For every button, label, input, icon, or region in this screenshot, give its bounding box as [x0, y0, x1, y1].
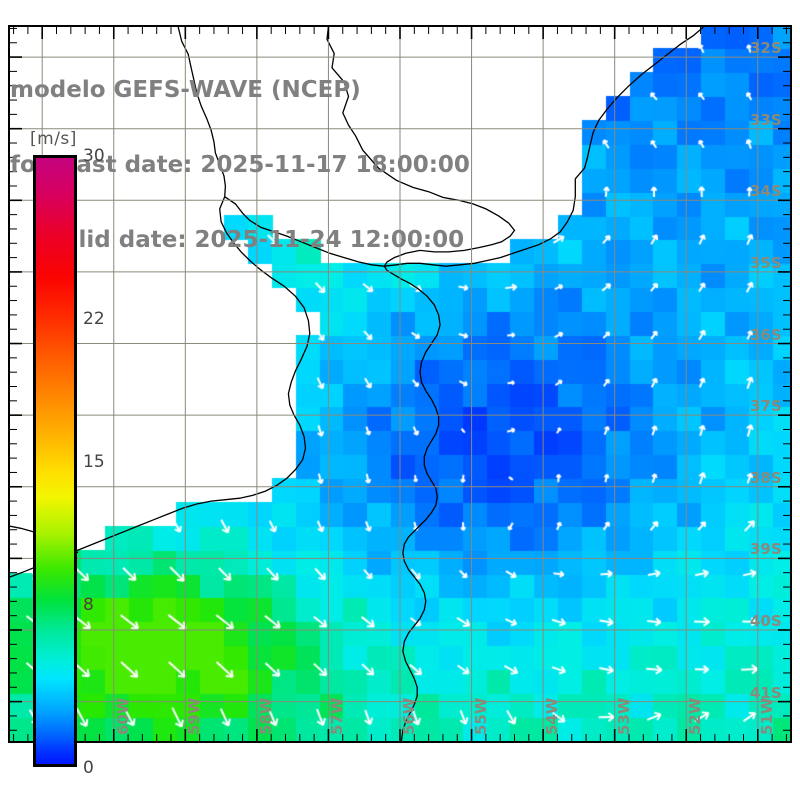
lon-label-57W: 57W — [328, 697, 347, 735]
lat-label-35S: 35S — [750, 253, 782, 272]
lon-label-52W: 52W — [686, 697, 705, 735]
colorbar — [33, 155, 77, 767]
coastline-segment-0 — [326, 27, 516, 741]
lat-label-34S: 34S — [750, 182, 782, 201]
coastline-overlay — [10, 27, 704, 741]
graticule-grid — [10, 27, 790, 741]
coastline-segment-3 — [10, 196, 311, 578]
lon-label-60W: 60W — [113, 697, 132, 735]
coastline-segment-1 — [574, 27, 704, 180]
colorbar-gradient — [33, 155, 77, 767]
colorbar-tick-8: 8 — [83, 594, 94, 615]
lat-label-33S: 33S — [750, 110, 782, 129]
colorbar-tick-0: 0 — [83, 758, 94, 778]
lon-label-56W: 56W — [400, 697, 418, 735]
colorbar-unit-label: [m/s] — [30, 129, 77, 149]
colorbar-tick-22: 22 — [83, 309, 105, 330]
lon-label-54W: 54W — [543, 697, 562, 735]
lon-label-55W: 55W — [471, 697, 490, 735]
map-canvas-clip — [10, 27, 790, 741]
lon-label-58W: 58W — [256, 697, 275, 735]
lat-label-38S: 38S — [750, 468, 782, 487]
lat-label-40S: 40S — [750, 611, 782, 630]
lon-label-59W: 59W — [185, 697, 204, 735]
map-frame — [8, 25, 792, 743]
colorbar-tick-15: 15 — [83, 452, 105, 472]
lon-label-53W: 53W — [614, 697, 633, 735]
lat-label-37S: 37S — [750, 397, 782, 416]
lat-label-32S: 32S — [750, 39, 782, 58]
lat-label-36S: 36S — [750, 325, 782, 344]
lon-label-51W: 51W — [757, 697, 776, 735]
coastline-segment-4 — [177, 27, 227, 197]
colorbar-tick-30: 30 — [83, 146, 105, 166]
lat-label-41S: 41S — [750, 683, 782, 702]
coastline-segment-2 — [224, 178, 576, 267]
lat-label-39S: 39S — [750, 540, 782, 559]
